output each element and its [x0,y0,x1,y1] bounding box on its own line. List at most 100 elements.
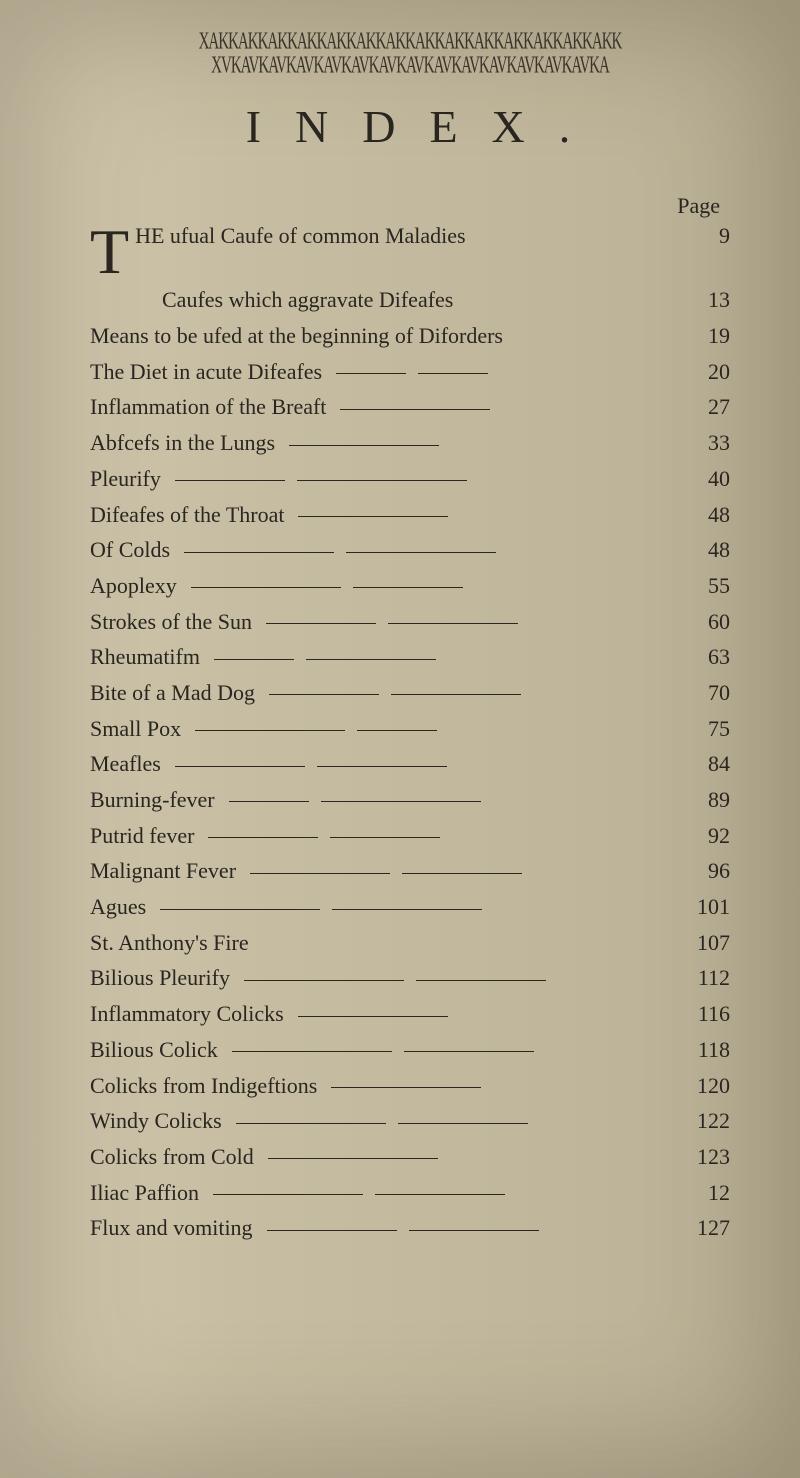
entry-text: Inflammatory Colicks [90,1001,284,1026]
entry-label: The Diet in acute Difeafes [90,357,322,387]
entry-label: Caufes which aggravate Difeafes [90,285,453,315]
index-row: Windy Colicks122 [90,1106,730,1136]
leader-dash [175,480,285,481]
leader-filler [208,642,682,664]
leader-dash [184,552,334,553]
leader-filler [292,500,682,522]
entry-page-number: 63 [690,642,730,672]
index-row: Bilious Pleurify112 [90,963,730,993]
leader-dash [191,587,341,588]
entry-label: Bilious Colick [90,1035,218,1065]
leader-dash [357,730,437,731]
entry-text: Rheumatifm [90,644,200,669]
entry-text: Apoplexy [90,573,177,598]
entry-text: Agues [90,894,146,919]
entry-page-number: 118 [690,1035,730,1065]
leader-dash [332,909,482,910]
entry-text: Malignant Fever [90,858,236,883]
leader-filler [261,1213,682,1235]
entry-text: Inflammation of the Breaft [90,394,326,419]
entry-label: St. Anthony's Fire [90,928,249,958]
leader-dash [336,373,406,374]
entry-page-number: 48 [690,500,730,530]
entry-label: Abfcefs in the Lungs [90,428,275,458]
leader-filler [202,821,682,843]
entry-label: Colicks from Indigeftions [90,1071,317,1101]
leader-dash [213,1194,363,1195]
entry-label: Meafles [90,749,161,779]
entry-label: Of Colds [90,535,170,565]
leader-dash [404,1051,534,1052]
leader-dash [208,837,318,838]
leader-dash [409,1230,539,1231]
leader-filler [169,749,682,771]
leader-filler [263,678,682,700]
entry-page-number: 120 [690,1071,730,1101]
index-row: Of Colds 48 [90,535,730,565]
entry-text: Meafles [90,751,161,776]
entry-label: Strokes of the Sun [90,607,252,637]
entry-text: HE ufual Caufe of common Maladies [135,223,466,248]
entry-label: Small Pox [90,714,181,744]
leader-dash [298,1016,448,1017]
index-row: Abfcefs in the Lungs 33 [90,428,730,458]
entry-page-number: 9 [690,221,730,251]
leader-dash [402,873,522,874]
entry-page-number: 96 [690,856,730,886]
leader-dash [306,659,436,660]
entry-text: Caufes which aggravate Difeafes [162,287,453,312]
entry-page-number: 48 [690,535,730,565]
entry-label: Inflammation of the Breaft [90,392,326,422]
entry-label: Rheumatifm [90,642,200,672]
entry-text: Windy Colicks [90,1108,222,1133]
entry-text: Bilious Pleurify [90,965,230,990]
leader-dash [267,1230,397,1231]
leader-filler [230,1106,682,1128]
leader-dash [298,516,448,517]
entry-page-number: 116 [690,999,730,1029]
entry-page-number: 127 [690,1213,730,1243]
entry-label: Bilious Pleurify [90,963,230,993]
leader-filler [189,714,682,736]
entry-label: Windy Colicks [90,1106,222,1136]
entry-page-number: 27 [690,392,730,422]
entry-page-number: 92 [690,821,730,851]
index-row: Putrid fever92 [90,821,730,851]
entry-text: Colicks from Cold [90,1144,254,1169]
index-row: Bite of a Mad Dog70 [90,678,730,708]
leader-dash [398,1123,528,1124]
leader-filler [334,392,682,414]
entry-page-number: 60 [690,607,730,637]
leader-dash [214,659,294,660]
leader-dash [321,801,481,802]
leader-dash [346,552,496,553]
leader-dash [268,1158,438,1159]
entry-text: Bite of a Mad Dog [90,680,255,705]
leader-dash [175,766,305,767]
entry-page-number: 33 [690,428,730,458]
entry-page-number: 12 [690,1178,730,1208]
index-row: Malignant Fever 96 [90,856,730,886]
leader-dash [244,980,404,981]
leader-dash [388,623,518,624]
entry-label: Difeafes of the Throat [90,500,284,530]
leader-filler [474,221,682,243]
leader-dash [236,1123,386,1124]
leader-dash [297,480,467,481]
leader-dash [229,801,309,802]
index-row: Colicks from Cold123 [90,1142,730,1172]
leader-filler [330,357,682,379]
leader-dash [289,445,439,446]
index-row: THE ufual Caufe of common Maladies9 [90,221,730,279]
index-row: Meafles 84 [90,749,730,779]
index-row: Agues101 [90,892,730,922]
entry-page-number: 84 [690,749,730,779]
index-row: Burning-fever89 [90,785,730,815]
leader-dash [330,837,440,838]
index-row: Means to be ufed at the beginning of Dif… [90,321,730,351]
entry-page-number: 40 [690,464,730,494]
leader-filler [325,1071,682,1093]
leader-filler [238,963,682,985]
leader-filler [260,607,682,629]
entry-label: Pleurify [90,464,161,494]
